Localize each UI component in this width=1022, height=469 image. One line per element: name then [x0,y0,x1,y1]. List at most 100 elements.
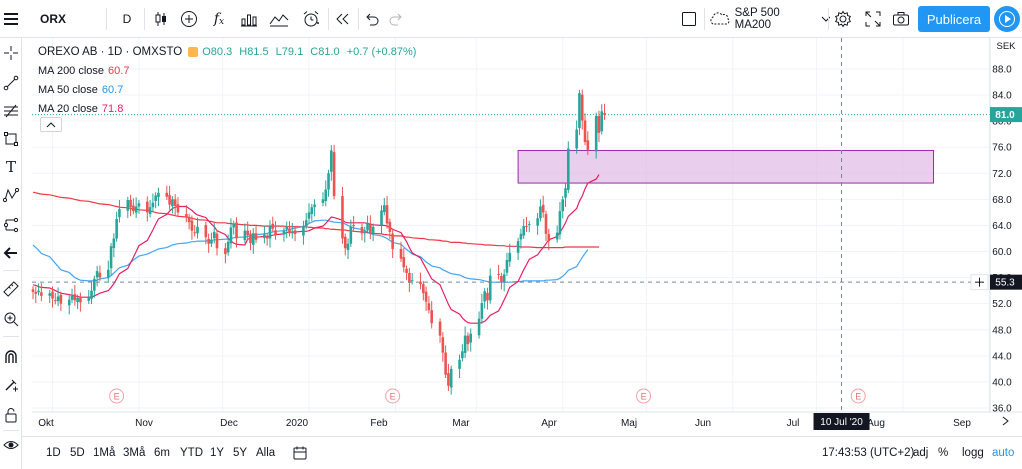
symbol-search[interactable]: ORX [40,12,67,26]
zoom-in-icon[interactable] [1,308,21,330]
adjust-toggle[interactable]: adj [913,447,929,459]
earnings-marker: E [109,388,125,404]
back-arrow-icon[interactable] [1,242,21,264]
eye-icon[interactable] [1,434,21,456]
date-range-calendar-icon[interactable] [292,443,308,463]
candle [212,222,216,244]
play-icon[interactable] [994,6,1020,32]
legend-ohlc: O80.3 H81.5 L79.1 C81.0 +0.7 (+0.87%) [202,46,420,58]
candle [246,221,249,241]
candle [207,233,210,253]
candle [399,241,403,262]
fib-retracement-icon[interactable] [1,100,21,122]
candle [597,110,601,142]
scroll-right-arrow-icon [1002,416,1009,426]
drawing-mode-icon[interactable] [1,374,21,396]
candle [193,225,197,237]
collapse-legend-button[interactable] [40,117,62,132]
replay-rewind-icon[interactable] [330,6,356,32]
range-5y[interactable]: 5Y [233,447,248,459]
legend-ma50[interactable]: MA 50 close 60.7 [38,80,420,99]
percent-toggle[interactable]: % [938,447,949,459]
candle [480,293,484,324]
text-tool-icon[interactable]: T [5,158,16,176]
range-1m[interactable]: 1Må [93,447,116,459]
ma50-name: MA 50 close [38,83,98,96]
compare-layout-select[interactable]: S&P 500 MA200 [706,6,830,32]
candles-icon[interactable] [148,6,174,32]
prediction-tool-icon[interactable] [1,214,21,236]
candle [109,243,113,276]
time-tick-label: Jun [695,418,711,429]
candle [469,328,473,352]
settings-gear-icon[interactable] [830,6,856,32]
candle [185,204,188,223]
price-axis: SEK88.084.080.076.072.068.064.060.056.05… [970,41,1022,415]
range-3m[interactable]: 3Må [123,447,146,459]
menu-icon[interactable] [0,6,22,32]
price-tick-label: 52.0 [992,299,1012,310]
legend-ma20[interactable]: MA 20 close 71.8 [38,99,420,118]
range-1y[interactable]: 1Y [210,447,225,459]
time-tick-label: Sep [953,418,971,429]
compare-chart-icon[interactable] [266,6,292,32]
range-5d[interactable]: 5D [70,447,85,459]
fullscreen-select-icon[interactable] [676,6,702,32]
candle [349,219,353,247]
candle [59,291,63,311]
templates-icon[interactable] [236,6,262,32]
range-1d[interactable]: 1D [46,447,61,459]
candle [332,144,336,200]
candle [288,221,291,237]
candle [536,213,539,235]
time-tick-label: Aug [867,418,885,429]
undo-icon[interactable] [360,6,384,32]
auto-scale-toggle[interactable]: auto [992,447,1015,459]
candle [285,221,289,239]
ma200-value: 60.7 [108,64,130,77]
candle [366,215,369,234]
interval-button[interactable]: D [122,12,132,26]
bottom-toolbar: 1D 5D 1Må 3Må 6m YTD 1Y 5Y Alla 17:43:53… [22,436,1022,469]
time-tick-label: Feb [370,418,388,429]
candle [586,131,590,156]
candle [363,226,367,243]
legend-close: C81.0 [310,45,340,58]
rectangle-tool-icon[interactable] [1,128,21,150]
candle [79,292,82,312]
crosshair-icon[interactable] [1,42,21,64]
redo-icon [384,6,408,32]
legend-title: OREXO AB · 1D · OMXSTO [38,45,183,58]
candle [575,120,578,154]
ma200-line [32,191,599,249]
candle [115,211,118,242]
camera-icon[interactable] [888,6,914,32]
ruler-icon[interactable] [1,278,21,300]
time-tick-label: 2020 [286,418,309,429]
time-tick-label: Nov [135,418,153,429]
candle [210,232,213,247]
timezone-clock[interactable]: 17:43:53 (UTC+2) [822,447,915,459]
compare-add-icon[interactable] [176,6,202,32]
candle [271,216,275,232]
range-6m[interactable]: 6m [154,447,170,459]
candle [118,200,121,223]
alert-icon[interactable] [298,6,324,32]
candle [282,227,286,242]
log-toggle[interactable]: logg [962,447,984,459]
lock-icon[interactable] [1,404,21,426]
publish-button[interactable]: Publicera [918,6,990,32]
candle [263,225,266,244]
range-all[interactable]: Alla [256,447,276,459]
pattern-tool-icon[interactable] [1,184,21,206]
trendline-icon[interactable] [1,72,21,94]
fullscreen-icon[interactable] [860,6,886,32]
candle [137,200,141,214]
candle [243,223,247,244]
legend-ma200[interactable]: MA 200 close 60.7 [38,61,420,80]
candle [226,234,230,256]
magnet-icon[interactable] [1,346,21,368]
candle [583,113,587,146]
range-ytd[interactable]: YTD [180,447,203,459]
